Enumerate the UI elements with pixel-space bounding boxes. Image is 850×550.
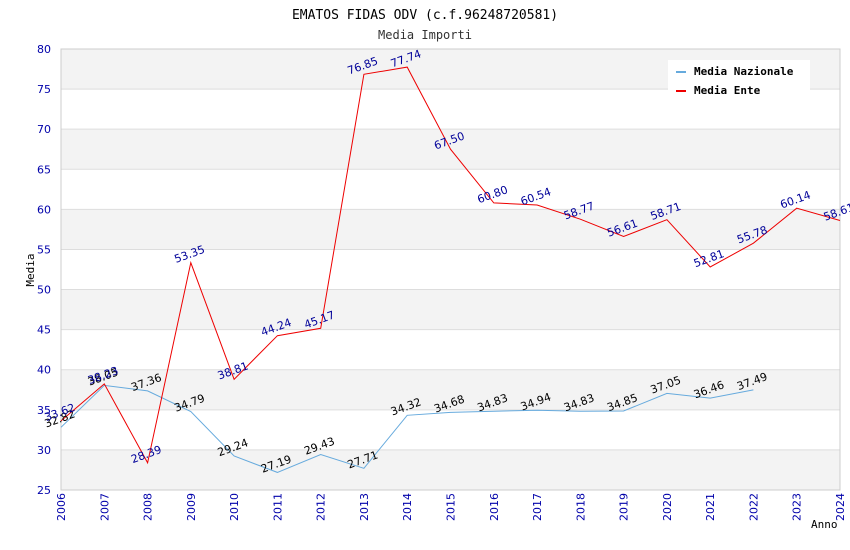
y-tick-label: 25 <box>37 484 51 497</box>
legend: Media Nazionale Media Ente <box>668 60 810 101</box>
x-axis-label: Anno <box>811 518 838 531</box>
legend-label-media-ente: Media Ente <box>694 84 761 97</box>
series-line-media-ente <box>60 66 841 465</box>
x-tick-label: 2014 <box>401 493 414 521</box>
x-tick-label: 2012 <box>315 493 328 521</box>
x-axis-ticks: 2006 2007 2008 2009 2010 2011 2012 2013 2014 2015… <box>55 493 847 521</box>
y-axis-label: Media <box>24 253 37 286</box>
x-tick-label: 2019 <box>618 493 631 521</box>
y-tick-label: 80 <box>37 43 51 56</box>
x-tick-label: 2009 <box>185 493 198 521</box>
y-tick-label: 70 <box>37 123 51 136</box>
x-tick-label: 2010 <box>228 493 241 521</box>
y-tick-label: 40 <box>37 364 51 377</box>
y-tick-label: 35 <box>37 404 51 417</box>
x-tick-label: 2022 <box>747 493 760 521</box>
chart-title: EMATOS FIDAS ODV (c.f.96248720581) <box>292 8 558 23</box>
grid-band <box>61 209 840 250</box>
x-tick-label: 2008 <box>142 493 155 521</box>
x-tick-label: 2024 <box>834 493 847 521</box>
series-lines <box>60 66 841 473</box>
x-tick-label: 2011 <box>271 493 284 521</box>
y-tick-label: 60 <box>37 203 51 216</box>
x-tick-label: 2017 <box>531 493 544 521</box>
x-tick-label: 2020 <box>661 493 674 521</box>
x-tick-label: 2018 <box>574 493 587 521</box>
grid-bands <box>61 48 840 491</box>
plot-frame <box>60 48 841 491</box>
y-tick-label: 50 <box>37 284 51 297</box>
grid-band <box>61 369 840 410</box>
chart-subtitle: Media Importi <box>378 28 472 42</box>
y-tick-label: 30 <box>37 444 51 457</box>
legend-box <box>668 60 810 101</box>
grid-band <box>61 289 840 330</box>
x-tick-label: 2007 <box>98 493 111 521</box>
y-tick-label: 65 <box>37 163 51 176</box>
y-tick-label: 45 <box>37 324 51 337</box>
data-label: 60.14 <box>779 188 813 211</box>
x-tick-label: 2016 <box>488 493 501 521</box>
x-tick-label: 2013 <box>358 493 371 521</box>
data-label: 52.81 <box>692 247 726 270</box>
legend-label-media-nazionale: Media Nazionale <box>694 65 794 78</box>
x-tick-label: 2023 <box>791 493 804 521</box>
y-tick-label: 55 <box>37 243 51 256</box>
y-tick-label: 75 <box>37 83 51 96</box>
x-tick-label: 2006 <box>55 493 68 521</box>
grid-band <box>61 449 840 490</box>
x-tick-label: 2015 <box>445 493 458 521</box>
y-axis-ticks: 25 30 35 40 45 50 55 60 65 70 75 80 <box>37 43 51 497</box>
x-tick-label: 2021 <box>704 493 717 521</box>
series-line-media-nazionale <box>60 384 754 473</box>
